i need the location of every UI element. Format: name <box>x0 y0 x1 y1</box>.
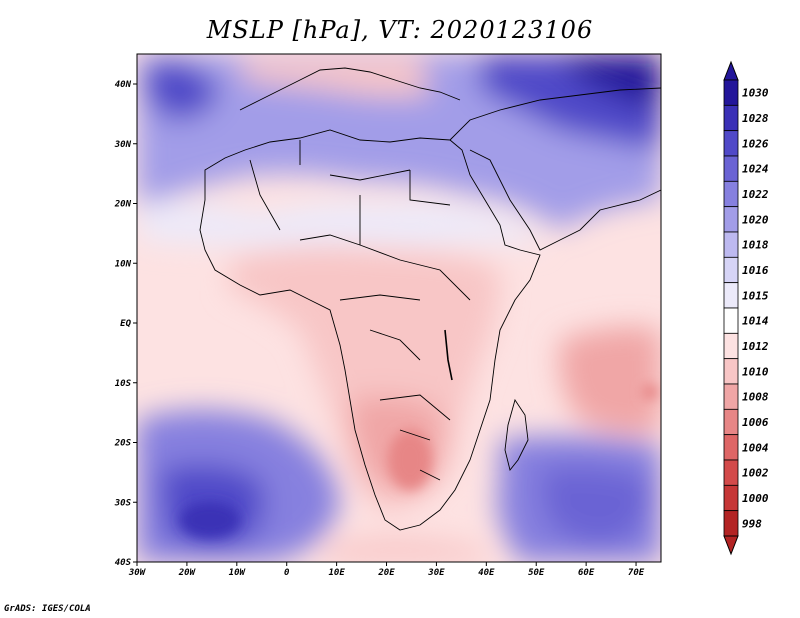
legend-label: 1030 <box>742 87 769 100</box>
legend-label: 1016 <box>742 264 769 277</box>
x-tick-label: 30E <box>427 568 445 578</box>
legend-swatch <box>723 104 739 132</box>
y-tick-label: 30N <box>114 140 132 150</box>
legend-swatch <box>723 282 739 309</box>
legend-label: 1006 <box>742 416 769 429</box>
legend-swatch <box>723 484 739 512</box>
legend-swatch <box>723 510 739 537</box>
legend-label: 1015 <box>742 289 769 302</box>
legend-label: 1024 <box>742 163 769 176</box>
legend-swatch <box>723 358 739 385</box>
map-title: MSLP [hPa], VT: 2020123106 <box>206 16 594 44</box>
x-axis: 30W 20W 10W 0 10E 20E 30E 40E 50E 60E 70E <box>128 562 645 578</box>
x-tick-label: 10E <box>328 568 345 578</box>
x-tick-label: 60E <box>578 568 595 578</box>
legend-label: 1028 <box>742 112 769 125</box>
color-legend: 1030 1028 1026 1024 1022 1020 1018 1016 1015 1014… <box>723 60 769 556</box>
x-tick-label: 20E <box>377 568 395 578</box>
x-tick-label: 40E <box>478 568 495 578</box>
y-axis: 40N 30N 20N 10N EQ 10S 20S 30S 40S <box>114 80 137 568</box>
x-tick-label: 20W <box>178 568 197 578</box>
legend-label: 1010 <box>742 365 769 378</box>
credit-label: GrADS: IGES/COLA <box>4 604 91 614</box>
legend-label: 998 <box>742 517 762 530</box>
legend-label: 1008 <box>742 391 769 404</box>
y-tick-label: 30S <box>114 498 132 508</box>
x-tick-label: 50E <box>528 568 545 578</box>
y-tick-label: 40S <box>115 558 132 568</box>
legend-label: 1018 <box>742 239 769 252</box>
x-tick-label: 0 <box>284 568 290 578</box>
plot-frame <box>136 53 662 563</box>
legend-label: 1004 <box>742 441 769 454</box>
legend-bottom-arrow <box>723 535 739 556</box>
y-tick-label: EQ <box>120 319 131 329</box>
legend-label: 1026 <box>742 137 769 150</box>
legend-swatch <box>723 256 739 284</box>
legend-swatch <box>723 408 739 436</box>
legend-swatch <box>723 307 739 334</box>
legend-swatch <box>723 130 739 157</box>
legend-swatch <box>723 231 739 258</box>
legend-label: 1012 <box>742 340 769 353</box>
legend-swatch <box>723 332 739 360</box>
legend-label: 1022 <box>742 188 769 201</box>
legend-label: 1000 <box>742 492 769 505</box>
legend-swatch <box>723 434 739 461</box>
legend-swatch <box>723 155 739 182</box>
x-tick-label: 30W <box>128 568 147 578</box>
legend-label: 1020 <box>742 213 769 226</box>
x-tick-label: 70E <box>628 568 645 578</box>
y-tick-label: 20N <box>114 200 132 210</box>
pressure-field <box>137 54 661 562</box>
y-tick-label: 20S <box>114 439 132 449</box>
legend-label: 1014 <box>742 315 769 328</box>
legend-label: 1002 <box>742 467 769 480</box>
legend-swatch <box>723 180 739 208</box>
x-tick-label: 10W <box>229 568 247 578</box>
coastlines <box>199 67 661 531</box>
legend-swatch <box>723 79 739 106</box>
y-tick-label: 10S <box>115 379 132 389</box>
legend-top-arrow <box>723 60 739 81</box>
y-tick-label: 10N <box>115 259 132 269</box>
legend-swatch <box>723 383 739 410</box>
legend-swatch <box>723 459 739 486</box>
y-tick-label: 40N <box>115 80 132 90</box>
legend-swatch <box>723 206 739 233</box>
